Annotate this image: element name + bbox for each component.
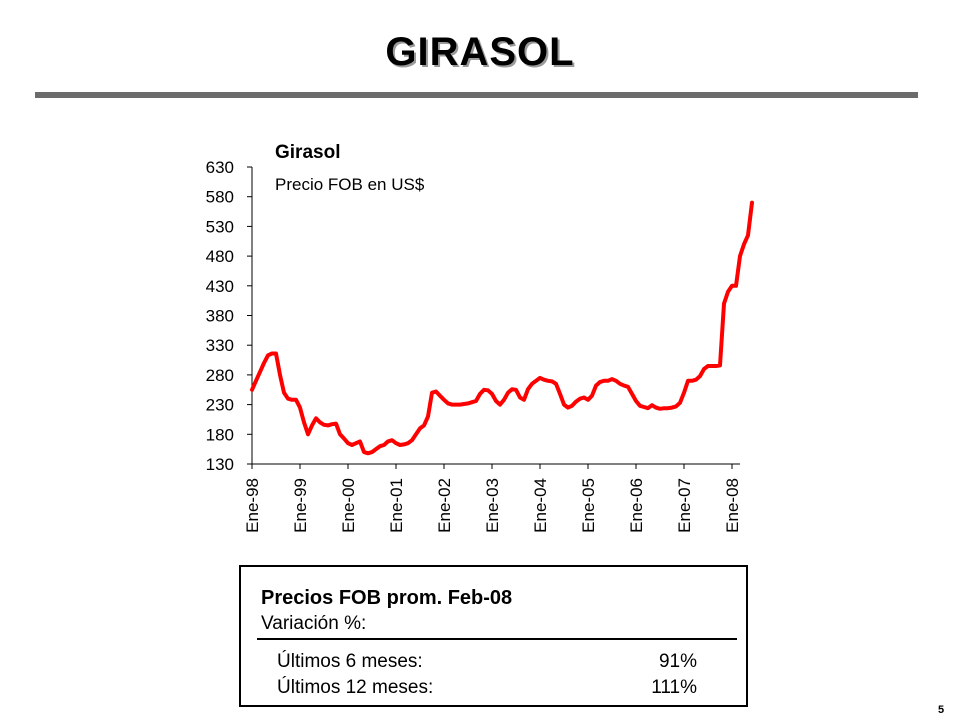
price-summary-box: Precios FOB prom. Feb-08 Variación %: Úl… xyxy=(239,565,748,707)
y-tick-label: 330 xyxy=(206,336,234,355)
summary-row-value: 91% xyxy=(658,651,697,672)
y-tick-label: 180 xyxy=(206,425,234,444)
page-number: 5 xyxy=(938,704,945,716)
series-line xyxy=(250,200,754,456)
y-tick-label: 230 xyxy=(206,396,234,415)
y-tick-label: 280 xyxy=(206,366,234,385)
chart-plot-area xyxy=(250,200,754,456)
y-tick-label: 130 xyxy=(206,455,234,474)
x-tick-label: Ene-00 xyxy=(339,478,358,533)
x-tick-label: Ene-99 xyxy=(291,478,310,533)
x-tick-label: Ene-07 xyxy=(675,478,694,533)
summary-row-value: 111% xyxy=(651,677,697,698)
slide-title: GIRASOL xyxy=(385,30,575,74)
x-tick-label: Ene-06 xyxy=(627,478,646,533)
summary-row-label: Últimos 6 meses: xyxy=(277,651,423,672)
summary-subheading: Variación %: xyxy=(261,613,367,634)
summary-divider xyxy=(257,638,737,640)
x-tick-label: Ene-03 xyxy=(483,478,502,533)
x-tick-label: Ene-98 xyxy=(243,478,262,533)
y-tick-label: 480 xyxy=(206,247,234,266)
y-tick-label: 630 xyxy=(206,158,234,177)
x-tick-label: Ene-02 xyxy=(435,478,454,533)
x-tick-label: Ene-05 xyxy=(579,478,598,533)
x-tick-label: Ene-01 xyxy=(387,478,406,533)
y-tick-label: 430 xyxy=(206,277,234,296)
x-tick-label: Ene-04 xyxy=(531,478,550,533)
summary-row-label: Últimos 12 meses: xyxy=(277,677,434,698)
chart-axes: 130 180 230 280 330 380 430 480 530 580 630 Ene-98 E… xyxy=(206,158,742,533)
x-tick-label: Ene-08 xyxy=(723,478,742,533)
title-rule xyxy=(35,92,918,98)
chart-title: Girasol xyxy=(275,142,340,163)
summary-heading: Precios FOB prom. Feb-08 xyxy=(261,587,513,609)
y-tick-label: 530 xyxy=(206,217,234,236)
chart-subtitle: Precio FOB en US$ xyxy=(275,175,425,194)
y-tick-label: 380 xyxy=(206,307,234,326)
y-tick-label: 580 xyxy=(206,188,234,207)
